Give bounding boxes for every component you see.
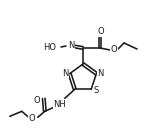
- Text: N: N: [68, 40, 74, 50]
- Text: N: N: [97, 69, 103, 78]
- Text: HO: HO: [43, 43, 57, 53]
- Text: NH: NH: [53, 100, 66, 109]
- Text: O: O: [98, 28, 104, 37]
- Text: N: N: [63, 69, 69, 78]
- Text: O: O: [111, 45, 117, 54]
- Text: S: S: [94, 86, 99, 95]
- Text: O: O: [28, 114, 35, 123]
- Text: O: O: [33, 96, 40, 105]
